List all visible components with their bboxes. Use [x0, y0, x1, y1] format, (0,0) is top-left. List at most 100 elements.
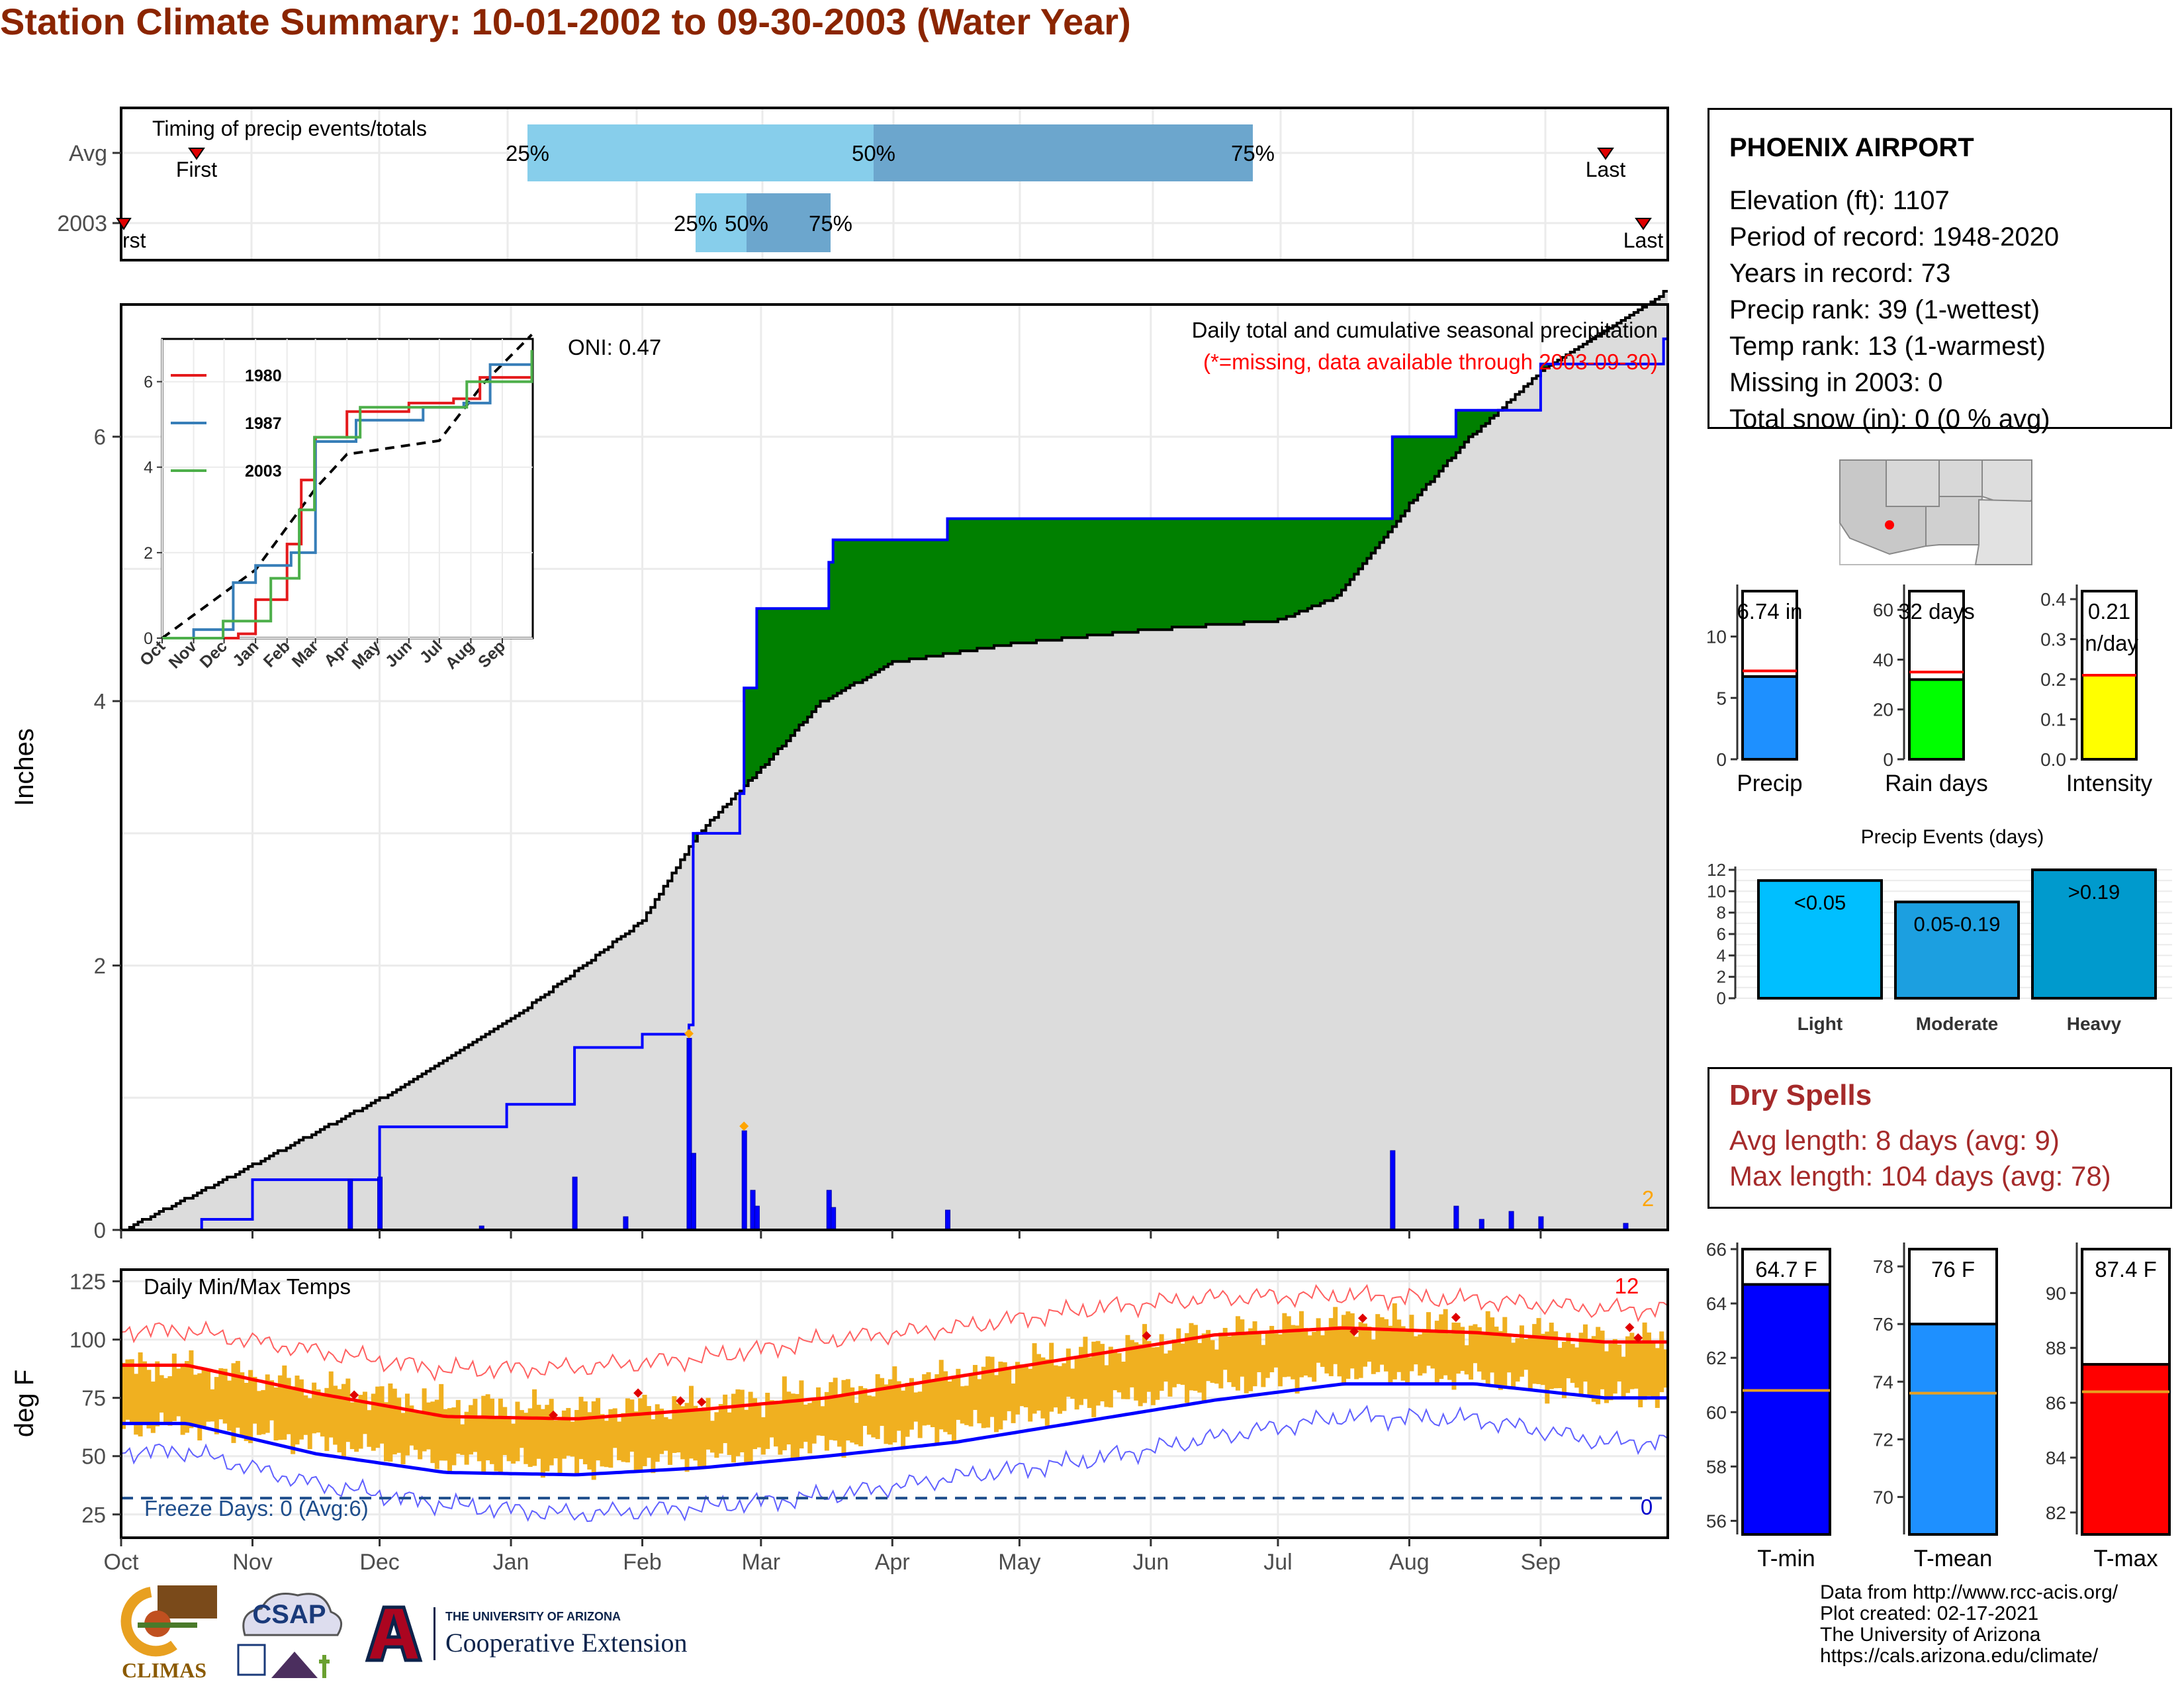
avg-last-label: Last — [1586, 158, 1626, 181]
daily-temp-bar — [693, 1405, 698, 1461]
daily-temp-bar — [545, 1405, 550, 1472]
daily-temp-bar — [1324, 1329, 1330, 1374]
daily-temp-bar — [1455, 1323, 1461, 1374]
intensity-summary-tick-label: 0.0 — [2040, 749, 2066, 770]
daily-temp-bar — [608, 1409, 614, 1468]
dry-spells-box: Dry Spells Avg length: 8 days (avg: 9) M… — [1707, 1067, 2172, 1209]
station-years: Years in record: 73 — [1729, 259, 1951, 288]
avg-50-75-bar — [874, 124, 1253, 181]
daily-temp-bar — [714, 1412, 719, 1458]
raindays-summary-tick-label: 60 — [1873, 600, 1893, 620]
daily-temp-bar — [807, 1403, 813, 1454]
daily-temp-bar — [269, 1380, 275, 1421]
daily-temp-bar — [1625, 1336, 1630, 1393]
daily-temp-bar — [938, 1360, 944, 1430]
daily-temp-bar — [646, 1406, 651, 1458]
avg-50-label: 50% — [852, 141, 895, 165]
temp-xtick-label: Jan — [493, 1550, 529, 1575]
y2003-25-50-bar — [696, 193, 747, 252]
temp-ytick-label: 125 — [69, 1270, 106, 1294]
daily-temp-bar — [1079, 1346, 1084, 1405]
events-tick-label: 6 — [1717, 924, 1726, 944]
daily-temp-bar — [727, 1412, 732, 1455]
precip-summary-tick-label: 0 — [1716, 749, 1727, 770]
main-missing-note: (*=missing, data available through 2003-… — [1203, 350, 1658, 374]
daily-temp-bar — [159, 1375, 164, 1413]
daily-temp-bar — [811, 1397, 817, 1444]
daily-temp-bar — [197, 1373, 203, 1441]
daily-temp-bar — [739, 1389, 745, 1452]
raindays-summary-tick-label: 20 — [1873, 700, 1893, 720]
daily-temp-bar — [833, 1378, 838, 1441]
inset-ytick-label: 6 — [144, 373, 153, 392]
footer-university: The University of Arizona — [1820, 1624, 2041, 1646]
station-period: Period of record: 1948-2020 — [1729, 222, 2060, 252]
tmax-summary-tick-label: 90 — [2046, 1283, 2066, 1303]
daily-temp-bar — [1091, 1341, 1097, 1417]
daily-temp-bar — [176, 1368, 181, 1417]
daily-temp-bar — [455, 1399, 461, 1454]
daily-temp-bar — [705, 1397, 711, 1450]
daily-temp-bar — [244, 1382, 249, 1441]
avg-cumulative-area — [121, 291, 1668, 1230]
daily-temp-bar — [1206, 1330, 1211, 1382]
daily-temp-bar — [947, 1382, 952, 1434]
events-tick-label: 0 — [1717, 988, 1726, 1008]
daily-temp-bar — [210, 1389, 215, 1422]
daily-temp-bar — [1298, 1311, 1304, 1378]
precip-summary-tick-label: 10 — [1706, 627, 1727, 647]
daily-temp-bar — [1363, 1323, 1368, 1367]
daily-temp-bar — [1379, 1317, 1385, 1365]
precip-summary-label: Precip — [1737, 771, 1802, 796]
daily-temp-bar — [171, 1353, 177, 1421]
daily-temp-bar — [527, 1408, 533, 1467]
daily-temp-bar — [358, 1395, 363, 1449]
daily-temp-bar — [409, 1405, 414, 1446]
daily-temp-bar — [477, 1416, 482, 1462]
daily-temp-bar — [1527, 1338, 1533, 1391]
main-ytick-label: 2 — [94, 954, 106, 978]
daily-temp-bar — [549, 1399, 554, 1466]
daily-temp-bar — [1439, 1314, 1444, 1380]
record-high-marker — [697, 1397, 707, 1407]
tmax-summary-value-text: 87.4 F — [2095, 1257, 2157, 1282]
daily-temp-bar — [464, 1411, 469, 1465]
csap-logo-text: CSAP — [252, 1600, 326, 1629]
precip-summary-tick-label: 5 — [1716, 688, 1727, 708]
tmean-summary: 70 72 74 76 78 76 F T-mean — [1873, 1243, 1998, 1571]
daily-temp-bar — [1185, 1333, 1190, 1403]
daily-temp-bar — [1121, 1361, 1126, 1399]
daily-temp-bar — [756, 1404, 762, 1448]
daily-temp-bar — [760, 1417, 766, 1455]
daily-temp-bar — [138, 1352, 143, 1436]
timing-title: Timing of precip events/totals — [152, 117, 427, 140]
record-high-marker — [1349, 1327, 1359, 1336]
daily-temp-bar — [142, 1361, 148, 1424]
daily-temp-bar — [1651, 1342, 1656, 1399]
daily-temp-bar — [1142, 1324, 1148, 1403]
daily-temp-bar — [485, 1394, 490, 1461]
daily-temp-bar — [795, 1393, 800, 1458]
events-bar-label: <0.05 — [1794, 891, 1846, 914]
daily-temp-bar — [1007, 1370, 1012, 1411]
tmean-summary-tick-label: 72 — [1873, 1429, 1893, 1450]
daily-temp-bar — [638, 1398, 643, 1470]
ua-small-text: THE UNIVERSITY OF ARIZONA — [445, 1610, 621, 1623]
daily-temp-bar — [1150, 1347, 1156, 1405]
daily-temp-bar — [1358, 1322, 1363, 1378]
daily-temp-bar — [430, 1401, 435, 1464]
y2003-25-label: 25% — [674, 211, 717, 236]
events-category-label: Light — [1797, 1013, 1843, 1034]
daily-temp-bar — [273, 1387, 279, 1440]
daily-temp-bar — [201, 1370, 206, 1428]
daily-temp-bar — [1612, 1338, 1617, 1394]
daily-temp-bar — [498, 1398, 503, 1474]
tmean-summary-tick-label: 76 — [1873, 1314, 1893, 1335]
daily-temp-bar — [905, 1383, 910, 1437]
daily-temp-bar — [803, 1404, 808, 1442]
daily-temp-bar — [1490, 1317, 1495, 1373]
daily-temp-bar — [282, 1365, 287, 1440]
daily-temp-bar — [629, 1399, 635, 1452]
